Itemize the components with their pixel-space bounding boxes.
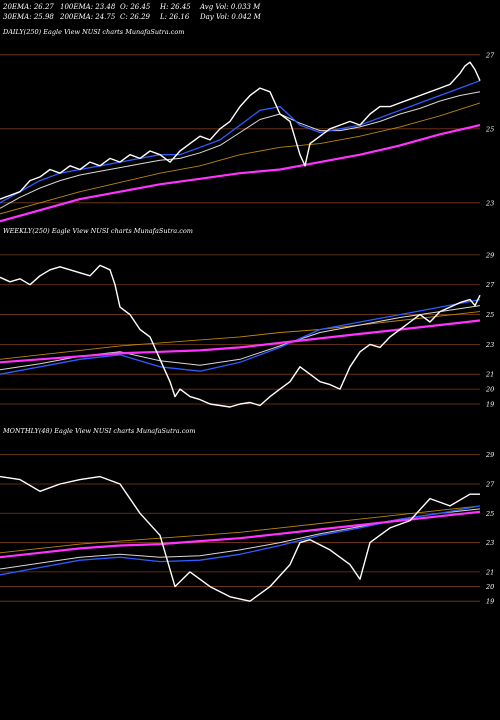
weekly-panel-title: WEEKLY(250) Eagle View NUSI charts Munaf… xyxy=(3,227,193,235)
daily-panel-title: DAILY(250) Eagle View NUSI charts Munafa… xyxy=(2,28,184,36)
monthly-y-tick-label: 21 xyxy=(485,568,494,576)
monthly-price-line xyxy=(0,475,480,602)
weekly-20ema-line xyxy=(0,298,481,375)
weekly-y-tick-label: 27 xyxy=(485,281,495,289)
stat-100ema: 100EMA: 23.48 xyxy=(60,3,116,11)
daily-panel: 27 25 23 xyxy=(0,51,495,223)
stat-30ema: 30EMA: 25.98 xyxy=(3,13,54,21)
monthly-panel-title: MONTHLY(48) Eagle View NUSI charts Munaf… xyxy=(2,427,195,435)
weekly-price-line xyxy=(0,264,481,408)
monthly-100ema-line xyxy=(0,510,481,559)
monthly-y-tick-label: 23 xyxy=(485,539,494,547)
weekly-100ema-line xyxy=(0,319,481,364)
weekly-y-tick-label: 21 xyxy=(485,371,494,379)
weekly-y-tick-label: 29 xyxy=(485,251,494,259)
stat-low: L: 26.16 xyxy=(159,13,190,21)
stat-close: C: 26.29 xyxy=(120,13,151,21)
daily-200ema-line xyxy=(0,102,481,215)
daily-20ema-line xyxy=(0,80,481,204)
monthly-y-tick-label: 20 xyxy=(485,583,494,591)
daily-y-tick-label: 23 xyxy=(485,199,494,207)
daily-y-tick-label: 25 xyxy=(485,125,494,133)
weekly-panel: 29 27 25 23 21 20 19 xyxy=(0,251,495,409)
stat-day-vol: Day Vol: 0.042 M xyxy=(199,13,262,21)
weekly-y-tick-label: 25 xyxy=(485,311,494,319)
stat-open: O: 26.45 xyxy=(120,3,151,11)
header-stats: 20EMA: 26.27 100EMA: 23.48 O: 26.45 H: 2… xyxy=(2,3,262,21)
monthly-200ema-line xyxy=(0,505,481,554)
weekly-y-tick-label: 23 xyxy=(485,341,494,349)
monthly-y-tick-label: 25 xyxy=(485,510,494,518)
monthly-20ema-line xyxy=(0,505,481,576)
monthly-panel: 29 27 25 23 21 20 19 xyxy=(0,451,495,606)
monthly-y-tick-label: 19 xyxy=(486,598,494,606)
weekly-y-tick-label: 20 xyxy=(485,386,494,394)
weekly-30ema-line xyxy=(0,305,481,371)
stat-20ema: 20EMA: 26.27 xyxy=(2,3,54,11)
monthly-y-tick-label: 27 xyxy=(485,480,495,488)
daily-30ema-line xyxy=(0,91,481,209)
stat-high: H: 26.45 xyxy=(159,3,191,11)
stat-avg-vol: Avg Vol: 0.033 M xyxy=(199,3,261,11)
daily-y-tick-label: 27 xyxy=(485,51,495,59)
weekly-200ema-line xyxy=(0,311,481,360)
monthly-y-tick-label: 29 xyxy=(485,451,494,459)
stat-200ema: 200EMA: 24.75 xyxy=(59,13,116,21)
daily-price-line xyxy=(0,61,481,200)
daily-100ema-line xyxy=(0,124,481,223)
weekly-y-tick-label: 19 xyxy=(486,401,494,409)
